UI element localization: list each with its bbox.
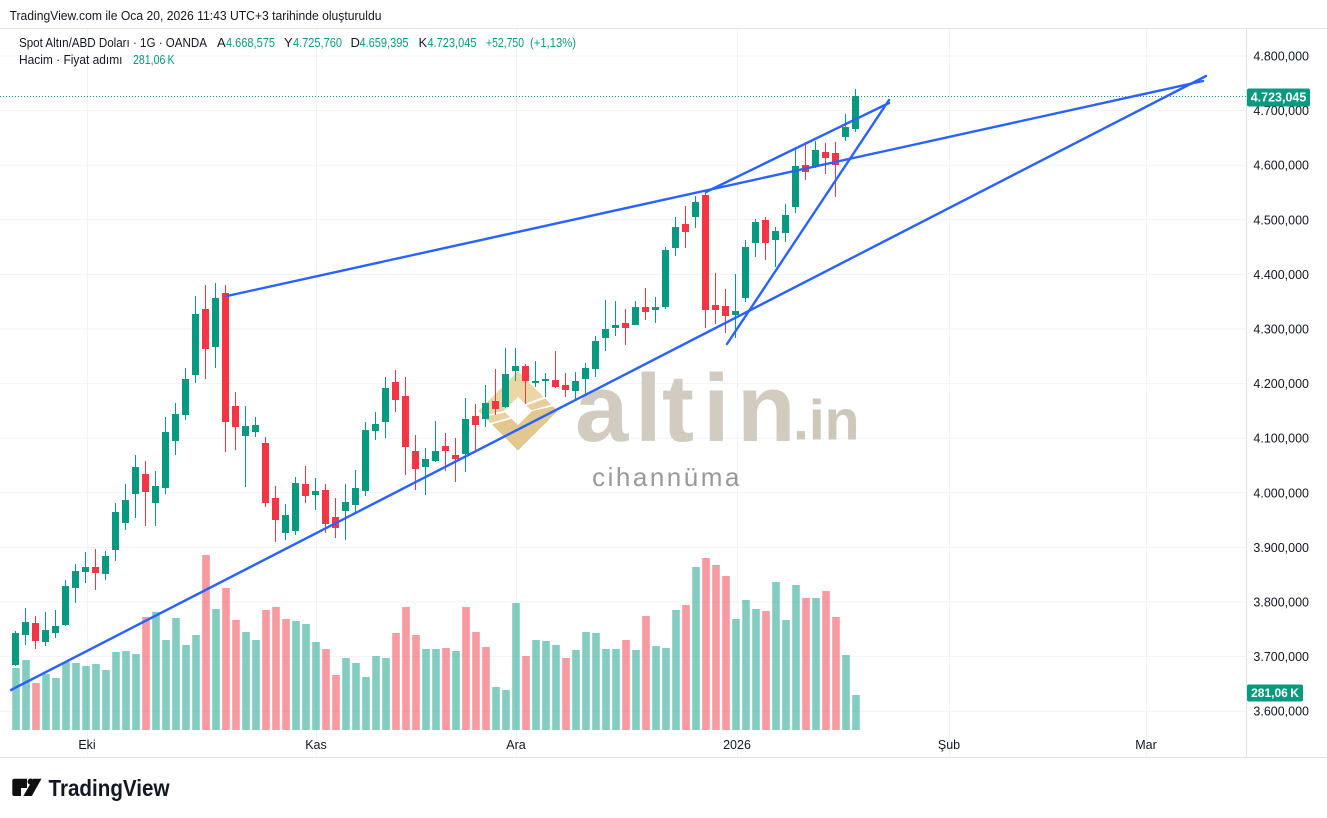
svg-text:t: t xyxy=(662,355,694,462)
svg-text:4.700,000: 4.700,000 xyxy=(1253,104,1309,118)
svg-text:A: A xyxy=(217,35,226,50)
svg-text:4.000,000: 4.000,000 xyxy=(1253,486,1309,500)
svg-text:4.300,000: 4.300,000 xyxy=(1253,323,1309,337)
svg-text:4.100,000: 4.100,000 xyxy=(1253,432,1309,446)
svg-text:K: K xyxy=(419,35,428,50)
svg-text:281,06 K: 281,06 K xyxy=(133,52,175,67)
svg-text:n: n xyxy=(737,355,796,462)
svg-text:4.723,045: 4.723,045 xyxy=(428,35,477,50)
svg-text:4.600,000: 4.600,000 xyxy=(1253,159,1309,173)
svg-text:(+1,13%): (+1,13%) xyxy=(530,35,576,50)
svg-text:4.668,575: 4.668,575 xyxy=(226,35,275,50)
svg-text:Şub: Şub xyxy=(938,738,960,752)
svg-text:Spot Altın/ABD Doları · 1G · O: Spot Altın/ABD Doları · 1G · OANDA xyxy=(19,35,207,50)
svg-text:4.659,395: 4.659,395 xyxy=(360,35,409,50)
svg-text:Ara: Ara xyxy=(506,738,526,752)
svg-text:3.700,000: 3.700,000 xyxy=(1253,650,1309,664)
svg-text:3.600,000: 3.600,000 xyxy=(1253,705,1309,719)
svg-text:4.800,000: 4.800,000 xyxy=(1253,50,1309,64)
svg-text:Mar: Mar xyxy=(1135,738,1157,752)
svg-text:D: D xyxy=(351,35,360,50)
svg-text:4.725,760: 4.725,760 xyxy=(293,35,342,50)
svg-text:i: i xyxy=(703,355,730,462)
svg-text:Y: Y xyxy=(284,35,293,50)
svg-text:Eki: Eki xyxy=(78,738,95,752)
svg-text:Hacim · Fiyat adımı: Hacim · Fiyat adımı xyxy=(19,52,123,67)
svg-text:3.800,000: 3.800,000 xyxy=(1253,596,1309,610)
svg-text:281,06 K: 281,06 K xyxy=(1251,686,1299,700)
svg-text:Kas: Kas xyxy=(305,738,327,752)
svg-text:3.900,000: 3.900,000 xyxy=(1253,541,1309,555)
svg-text:TradingView: TradingView xyxy=(49,775,171,801)
svg-text:4.723,045: 4.723,045 xyxy=(1251,91,1307,105)
svg-text:4.200,000: 4.200,000 xyxy=(1253,377,1309,391)
svg-text:l: l xyxy=(635,355,662,462)
svg-text:4.500,000: 4.500,000 xyxy=(1253,213,1309,227)
svg-text:2026: 2026 xyxy=(723,738,751,752)
svg-text:TradingView.com ile Oca 20, 20: TradingView.com ile Oca 20, 2026 11:43 U… xyxy=(10,8,382,23)
svg-text:.in: .in xyxy=(793,389,860,453)
svg-text:4.400,000: 4.400,000 xyxy=(1253,268,1309,282)
svg-text:cihannüma: cihannüma xyxy=(592,462,742,492)
svg-text:+52,750: +52,750 xyxy=(486,35,524,50)
